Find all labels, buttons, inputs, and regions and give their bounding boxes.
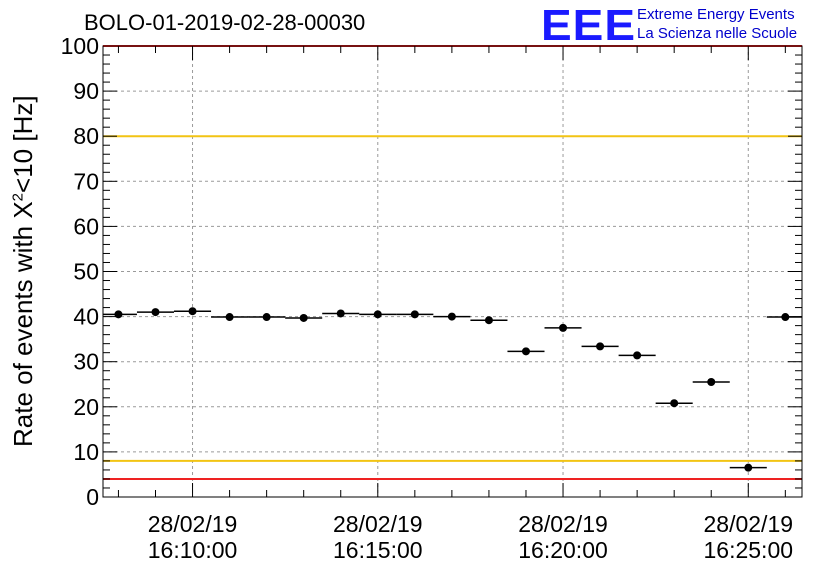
- data-marker: [707, 377, 716, 386]
- data-points: [103, 307, 802, 472]
- x-tick-label-time: 16:15:00: [333, 537, 423, 563]
- data-marker: [225, 313, 234, 322]
- data-point: [581, 342, 619, 351]
- y-tick-label: 30: [73, 349, 99, 375]
- data-point: [544, 323, 582, 332]
- data-point: [211, 313, 249, 322]
- y-tick-label: 40: [73, 304, 99, 330]
- data-point: [507, 347, 545, 356]
- grid-layer: [103, 46, 802, 497]
- x-tick-label-date: 28/02/19: [704, 511, 794, 537]
- data-marker: [596, 342, 605, 351]
- data-point: [174, 307, 212, 316]
- data-point: [248, 313, 286, 322]
- data-marker: [484, 316, 493, 325]
- data-point: [433, 312, 471, 321]
- reference-lines: [103, 45, 802, 480]
- logo-line-1: Extreme Energy Events: [637, 6, 795, 23]
- y-tick-label: 90: [73, 78, 99, 104]
- data-marker: [151, 308, 160, 317]
- data-marker: [447, 312, 456, 321]
- data-point: [103, 310, 137, 319]
- data-marker: [781, 313, 790, 322]
- y-tick-label: 10: [73, 439, 99, 465]
- data-point: [729, 463, 767, 472]
- data-point: [618, 351, 656, 360]
- data-point: [322, 309, 360, 318]
- y-tick-label: 20: [73, 394, 99, 420]
- y-tick-label: 50: [73, 259, 99, 285]
- tick-labels: 010203040506070809010028/02/1916:10:0028…: [61, 33, 793, 563]
- data-marker: [410, 310, 419, 319]
- x-tick-label-time: 16:10:00: [148, 537, 238, 563]
- data-point: [359, 310, 397, 319]
- x-tick-label-date: 28/02/19: [333, 511, 423, 537]
- x-tick-label-date: 28/02/19: [518, 511, 608, 537]
- y-tick-label: 80: [73, 123, 99, 149]
- data-marker: [114, 310, 123, 319]
- chart-title: BOLO-01-2019-02-28-00030: [84, 10, 366, 35]
- x-tick-label-time: 16:20:00: [518, 537, 608, 563]
- data-point: [766, 313, 802, 322]
- data-point: [655, 399, 693, 408]
- data-point: [285, 313, 323, 322]
- data-marker: [633, 351, 642, 360]
- data-point: [396, 310, 434, 319]
- x-tick-label-time: 16:25:00: [704, 537, 794, 563]
- y-tick-label: 60: [73, 213, 99, 239]
- axis-ticks: [103, 45, 802, 498]
- data-marker: [262, 313, 271, 322]
- logo-line-2: La Scienza nelle Scuole: [637, 25, 798, 42]
- data-marker: [188, 307, 197, 316]
- data-point: [692, 377, 730, 386]
- data-point: [136, 308, 175, 317]
- y-tick-label: 100: [61, 33, 99, 59]
- y-tick-label: 0: [86, 484, 99, 510]
- data-marker: [670, 399, 679, 408]
- eee-logo-mark: EEE: [541, 0, 637, 50]
- data-marker: [744, 463, 753, 472]
- x-tick-label-date: 28/02/19: [148, 511, 238, 537]
- data-marker: [521, 347, 530, 356]
- data-marker: [336, 309, 345, 318]
- data-marker: [559, 323, 568, 332]
- data-marker: [373, 310, 382, 319]
- data-point: [470, 316, 508, 325]
- data-marker: [299, 313, 308, 322]
- y-tick-label: 70: [73, 168, 99, 194]
